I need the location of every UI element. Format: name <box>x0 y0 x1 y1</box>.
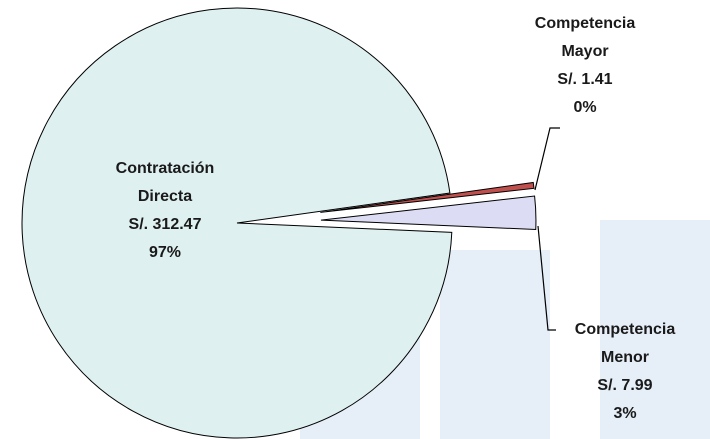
slice-label: Competencia Mayor S/. 1.41 0% <box>520 10 650 122</box>
category-label: Competencia Mayor <box>534 15 636 60</box>
pie-slice <box>21 7 453 439</box>
percent-label: 3% <box>613 405 637 422</box>
slice-label: Competencia Menor S/. 7.99 3% <box>560 316 690 428</box>
value-label: S/. 1.41 <box>557 71 613 88</box>
slice-label: Contratación Directa S/. 312.47 97% <box>90 155 240 267</box>
value-label: S/. 312.47 <box>128 216 202 233</box>
leader-line <box>537 225 556 331</box>
pie-slice <box>320 181 535 213</box>
percent-label: 97% <box>148 244 182 261</box>
leader-line <box>534 127 560 191</box>
value-label: S/. 7.99 <box>597 377 653 394</box>
pie-slice <box>320 195 537 231</box>
category-label: Competencia Menor <box>574 321 676 366</box>
category-label: Contratación Directa <box>115 160 215 205</box>
percent-label: 0% <box>573 99 597 116</box>
